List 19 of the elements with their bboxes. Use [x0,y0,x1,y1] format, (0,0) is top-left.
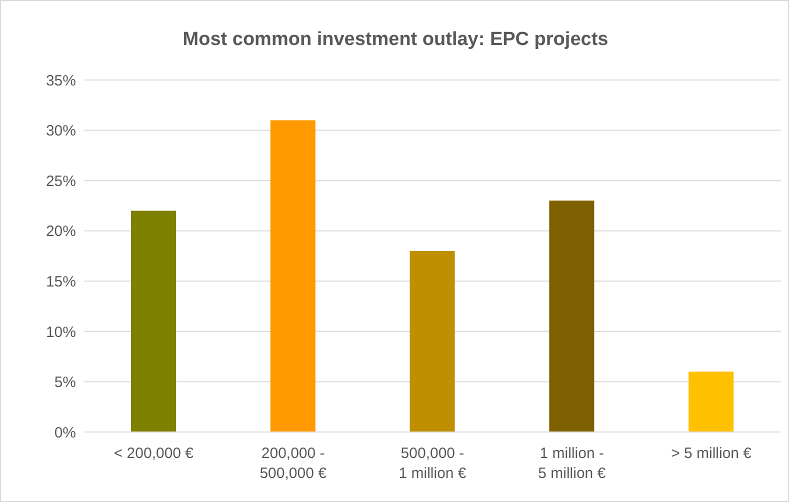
y-tick-label: 35% [46,72,76,90]
y-tick-label: 20% [46,223,76,240]
y-tick-label: 25% [46,172,76,190]
bar [410,250,455,432]
y-tick-label: 15% [46,273,76,290]
bar [131,210,176,432]
x-tick-label: 500,000 - 1 million € [398,445,467,482]
x-tick-label: < 200,000 € [114,445,194,462]
chart-title: Most common investment outlay: EPC projects [182,29,610,51]
y-tick-label: 0% [54,424,76,442]
x-tick-label: > 5 million € [671,445,752,462]
x-tick-label: 200,000 - 500,000 € [260,445,328,482]
y-tick-label: 10% [46,324,76,341]
bar [270,120,316,432]
y-tick-label: 30% [46,122,76,140]
bar [688,372,734,432]
y-tick-label: 5% [54,374,76,392]
x-tick-label: 1 million - 5 million € [538,445,606,482]
bar [549,200,594,432]
